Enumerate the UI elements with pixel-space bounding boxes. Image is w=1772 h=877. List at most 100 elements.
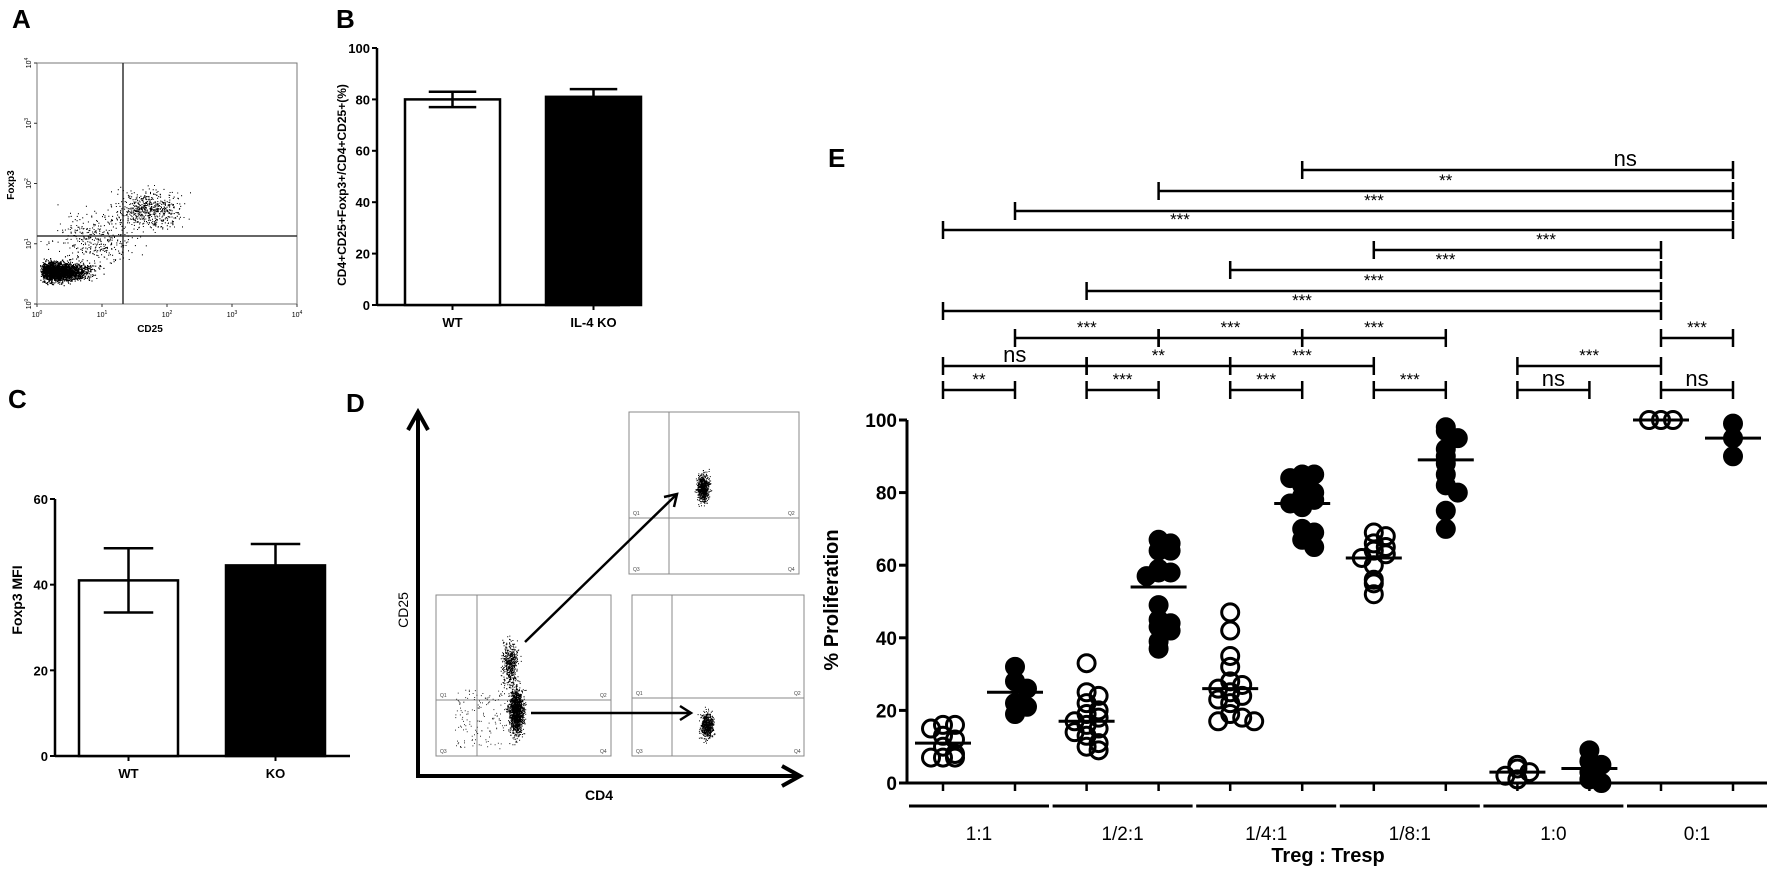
panel-letter-e: E bbox=[828, 143, 846, 173]
svg-text:101: 101 bbox=[24, 238, 33, 249]
svg-text:100: 100 bbox=[24, 298, 33, 309]
point-open bbox=[933, 714, 953, 735]
panel-a-ylabel: Foxp3 bbox=[6, 170, 17, 200]
svg-text:100: 100 bbox=[32, 310, 43, 319]
svg-text:80: 80 bbox=[876, 484, 897, 505]
point-open bbox=[1363, 584, 1384, 605]
svg-text:Q4: Q4 bbox=[788, 567, 795, 573]
panel-d-ylabel: CD25 bbox=[395, 592, 411, 628]
significance-bracket: *** bbox=[941, 210, 1735, 239]
point-open bbox=[1363, 533, 1384, 554]
group-label: 1:0 bbox=[1540, 824, 1566, 845]
bar-ko bbox=[224, 564, 327, 758]
significance-label: ** bbox=[972, 370, 986, 389]
significance-label: ns bbox=[1685, 366, 1708, 391]
significance-bracket: ns bbox=[941, 342, 1088, 375]
significance-label: *** bbox=[1364, 271, 1384, 290]
significance-label: *** bbox=[1687, 318, 1707, 337]
point-filled bbox=[1292, 497, 1313, 518]
svg-text:40: 40 bbox=[876, 629, 897, 650]
panel-c-bar-chart: Foxp3 MFI 0 20 40 60 WT KO bbox=[9, 492, 350, 781]
group-label: 0:1 bbox=[1684, 824, 1710, 845]
significance-bracket: *** bbox=[1372, 370, 1448, 399]
panel-a-dots bbox=[40, 184, 191, 287]
svg-text:0: 0 bbox=[41, 749, 48, 764]
panel-e-ylabel: % Proliferation bbox=[821, 529, 843, 670]
significance-bracket: ns bbox=[1300, 146, 1735, 179]
significance-bracket: *** bbox=[1516, 346, 1663, 375]
svg-text:100: 100 bbox=[348, 41, 370, 56]
panel-c-ylabel: Foxp3 MFI bbox=[9, 565, 25, 634]
svg-text:20: 20 bbox=[34, 663, 48, 678]
point-open bbox=[1076, 653, 1097, 674]
point-open bbox=[1220, 656, 1241, 677]
point-open bbox=[1220, 602, 1241, 623]
panel-d-plot-cd25-neg: Q1 Q2 Q3 Q4 bbox=[631, 594, 805, 757]
significance-bracket: *** bbox=[1013, 191, 1735, 220]
significance-label: *** bbox=[1292, 291, 1312, 310]
point-filled bbox=[1435, 500, 1456, 521]
svg-text:60: 60 bbox=[34, 492, 48, 507]
panel-a-flow-plot: 100 101 102 103 104 100 101 102 103 104 CD25 Foxp… bbox=[6, 57, 303, 335]
svg-text:Q3: Q3 bbox=[636, 749, 643, 755]
significance-label: *** bbox=[1364, 191, 1384, 210]
significance-label: *** bbox=[1536, 230, 1556, 249]
point-open bbox=[1375, 537, 1396, 558]
point-open bbox=[1220, 620, 1241, 641]
svg-text:KO: KO bbox=[266, 766, 286, 781]
svg-text:103: 103 bbox=[24, 118, 33, 129]
svg-text:102: 102 bbox=[24, 178, 33, 189]
significance-label: *** bbox=[1077, 318, 1097, 337]
svg-text:Q4: Q4 bbox=[600, 749, 607, 755]
significance-bracket: *** bbox=[1372, 230, 1663, 259]
point-filled bbox=[1447, 482, 1468, 503]
svg-text:20: 20 bbox=[876, 701, 897, 722]
significance-bracket: *** bbox=[1228, 370, 1304, 399]
significance-label: *** bbox=[1400, 370, 1420, 389]
svg-text:0: 0 bbox=[363, 298, 370, 313]
point-filled bbox=[1435, 518, 1456, 539]
significance-label: *** bbox=[1364, 318, 1384, 337]
panel-e-xlabel: Treg : Tresp bbox=[1271, 845, 1384, 867]
point-open bbox=[1495, 765, 1516, 786]
panel-letter-a: A bbox=[12, 4, 31, 34]
point-open bbox=[1220, 645, 1241, 666]
panel-d-plot-cd25-pos: Q1 Q2 Q3 Q4 bbox=[628, 411, 800, 575]
svg-text:0: 0 bbox=[886, 774, 897, 795]
significance-label: ** bbox=[1152, 346, 1166, 365]
svg-text:102: 102 bbox=[162, 310, 173, 319]
panel-letter-b: B bbox=[336, 4, 355, 34]
significance-bracket: ** bbox=[1085, 346, 1232, 375]
panel-d-xlabel: CD4 bbox=[585, 787, 613, 803]
point-open bbox=[1208, 689, 1229, 710]
svg-text:60: 60 bbox=[356, 144, 370, 159]
point-open bbox=[945, 714, 965, 735]
panel-b-bar-chart: CD4+CD25+Foxp3+/CD4+CD25+(%) 0 20 40 60 80 10… bbox=[335, 41, 643, 330]
significance-bracket: ns bbox=[1659, 366, 1735, 399]
point-filled bbox=[1160, 540, 1181, 561]
point-open bbox=[1232, 707, 1253, 728]
point-filled bbox=[1005, 704, 1025, 725]
point-open bbox=[945, 747, 965, 768]
significance-label: *** bbox=[1579, 346, 1599, 365]
significance-label: ns bbox=[1542, 366, 1565, 391]
svg-text:Q2: Q2 bbox=[788, 511, 795, 517]
svg-text:80: 80 bbox=[356, 92, 370, 107]
svg-text:20: 20 bbox=[356, 247, 370, 262]
svg-text:Q3: Q3 bbox=[633, 567, 640, 573]
svg-text:104: 104 bbox=[292, 310, 303, 319]
point-open bbox=[1064, 722, 1085, 743]
svg-text:WT: WT bbox=[118, 766, 138, 781]
panel-e-dot-plot: % Proliferation Treg : Tresp 0 20 40 60 80 10… bbox=[821, 146, 1767, 867]
point-open bbox=[933, 747, 953, 768]
point-filled bbox=[1723, 446, 1743, 467]
svg-text:101: 101 bbox=[97, 310, 108, 319]
svg-text:40: 40 bbox=[356, 195, 370, 210]
svg-text:WT: WT bbox=[442, 315, 462, 330]
svg-text:Q1: Q1 bbox=[440, 693, 447, 699]
arrow-to-cd25-pos bbox=[524, 494, 677, 643]
group-label: 1/2:1 bbox=[1101, 824, 1143, 845]
significance-bracket: *** bbox=[1013, 318, 1160, 347]
group-label: 1/4:1 bbox=[1245, 824, 1287, 845]
